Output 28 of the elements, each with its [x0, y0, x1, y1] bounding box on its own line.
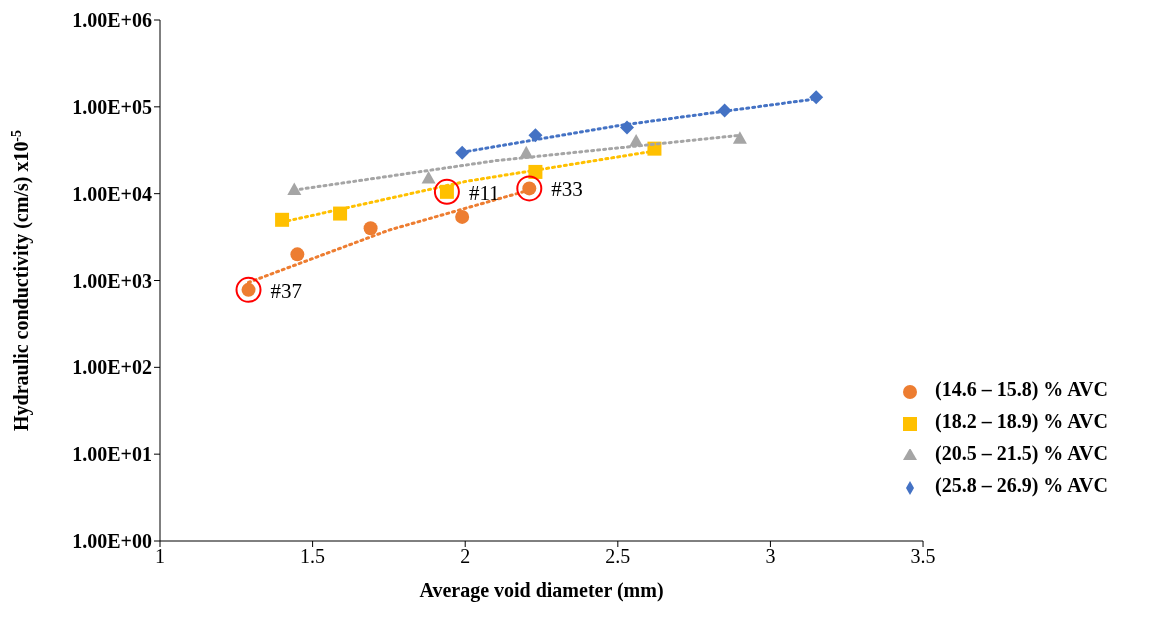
x-tick-label: 3.5 — [910, 545, 936, 568]
x-tick-label: 1.5 — [300, 545, 326, 568]
y-tick-label: 1.00E+03 — [72, 269, 152, 292]
x-axis-title: Average void diameter (mm) — [419, 579, 664, 602]
legend-label: (14.6 – 15.8) % AVC — [935, 378, 1108, 400]
annotation: #33 — [551, 177, 583, 202]
x-tick-label: 2 — [460, 545, 471, 568]
y-tick-label: 1.00E+05 — [72, 95, 152, 118]
point — [275, 212, 290, 227]
legend-label: (25.8 – 26.9) % AVC — [935, 474, 1108, 496]
y-tick-label: 1.00E+04 — [72, 182, 152, 205]
x-tick-label: 1 — [155, 545, 165, 568]
legend-label: (20.5 – 21.5) % AVC — [935, 442, 1108, 464]
point — [290, 247, 305, 262]
annotation: #37 — [270, 278, 303, 303]
y-tick-label: 1.00E+02 — [72, 356, 152, 379]
x-tick-label: 3 — [765, 545, 776, 568]
point — [455, 209, 470, 224]
y-tick-label: 1.00E+01 — [72, 443, 152, 466]
legend-label: (18.2 – 18.9) % AVC — [935, 410, 1108, 432]
x-tick-label: 2.5 — [605, 545, 631, 568]
point — [528, 128, 543, 143]
point — [363, 221, 378, 236]
annotation: #11 — [468, 180, 500, 205]
y-tick-label: 1.00E+06 — [72, 9, 152, 32]
point — [421, 170, 436, 184]
y-tick-label: 1.00E+00 — [72, 530, 152, 553]
point — [732, 131, 747, 144]
